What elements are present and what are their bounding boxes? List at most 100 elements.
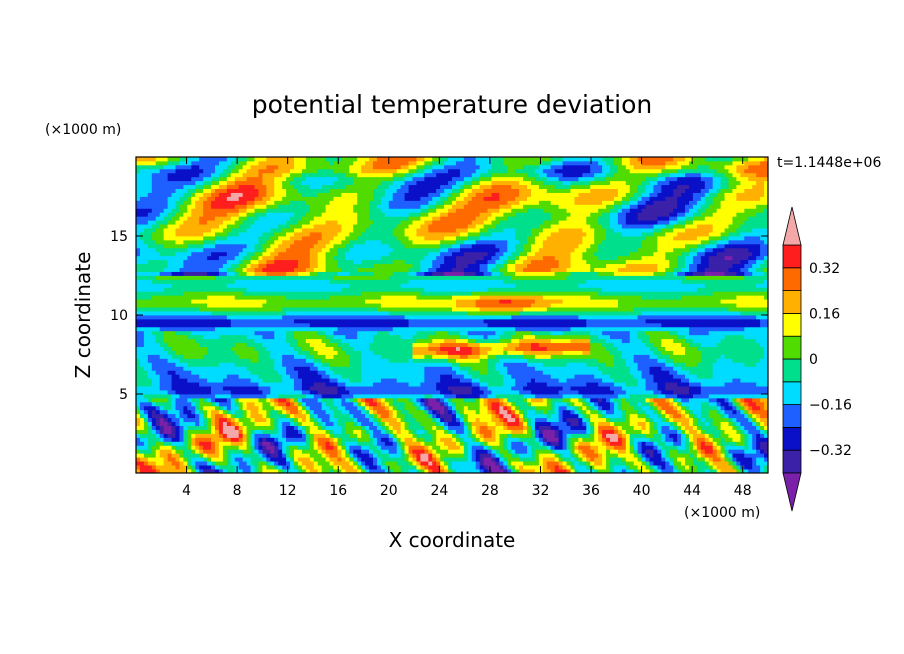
heatmap-cell bbox=[301, 461, 307, 466]
heatmap-cell bbox=[159, 390, 165, 395]
heatmap-cell bbox=[428, 350, 433, 355]
heatmap-cell bbox=[191, 358, 196, 363]
heatmap-cell bbox=[309, 433, 315, 438]
heatmap-cell bbox=[665, 429, 670, 434]
heatmap-cell bbox=[187, 401, 192, 407]
heatmap-cell bbox=[598, 441, 603, 446]
heatmap-cell bbox=[657, 370, 662, 375]
heatmap-cell bbox=[222, 394, 228, 399]
heatmap-cell bbox=[519, 469, 524, 473]
heatmap-cell bbox=[657, 358, 662, 363]
heatmap-cell bbox=[163, 382, 168, 387]
heatmap-cell bbox=[653, 421, 658, 426]
heatmap-cell bbox=[341, 413, 346, 419]
heatmap-cell bbox=[756, 433, 761, 438]
heatmap-cell bbox=[226, 394, 232, 399]
heatmap-cell bbox=[262, 386, 267, 391]
heatmap-cell bbox=[376, 378, 382, 383]
heatmap-cell bbox=[495, 354, 500, 359]
heatmap-cell bbox=[748, 374, 753, 379]
heatmap-cell bbox=[602, 409, 607, 415]
heatmap-cell bbox=[266, 457, 271, 462]
heatmap-cell bbox=[764, 465, 768, 470]
heatmap-cell bbox=[558, 397, 563, 403]
heatmap-cell bbox=[369, 374, 374, 379]
heatmap-cell bbox=[211, 413, 216, 419]
heatmap-cell bbox=[748, 421, 753, 426]
heatmap-cell bbox=[499, 354, 504, 359]
heatmap-cell bbox=[238, 366, 244, 371]
heatmap-cell bbox=[242, 386, 247, 391]
heatmap-cell bbox=[258, 397, 263, 403]
heatmap-cell bbox=[242, 401, 247, 407]
heatmap-cell bbox=[708, 390, 714, 395]
heatmap-cell bbox=[495, 386, 500, 391]
heatmap-cell bbox=[159, 441, 165, 446]
heatmap-cell bbox=[286, 465, 291, 470]
heatmap-cell bbox=[499, 390, 504, 395]
heatmap-cell bbox=[546, 350, 552, 355]
heatmap-cell bbox=[361, 465, 366, 470]
heatmap-cell bbox=[752, 405, 757, 411]
heatmap-cell bbox=[270, 394, 275, 399]
heatmap-cell bbox=[250, 366, 255, 371]
heatmap-cell bbox=[246, 421, 251, 426]
heatmap-cell bbox=[175, 461, 180, 466]
heatmap-cell bbox=[222, 350, 228, 355]
heatmap-cell bbox=[487, 453, 492, 458]
heatmap-cell bbox=[424, 421, 429, 426]
heatmap-cell bbox=[384, 461, 390, 466]
heatmap-cell bbox=[282, 433, 287, 438]
heatmap-cell bbox=[163, 421, 168, 426]
heatmap-cell bbox=[321, 409, 326, 415]
heatmap-cell bbox=[534, 370, 540, 375]
heatmap-cell bbox=[538, 437, 544, 442]
heatmap-cell bbox=[250, 457, 255, 462]
heatmap-cell bbox=[254, 390, 259, 395]
heatmap-cell bbox=[590, 453, 595, 458]
heatmap-cell bbox=[602, 433, 607, 438]
heatmap-cell bbox=[278, 437, 283, 442]
heatmap-cell bbox=[756, 457, 761, 462]
heatmap-cell bbox=[317, 449, 323, 454]
heatmap-cell bbox=[736, 413, 741, 419]
heatmap-cell bbox=[495, 409, 500, 415]
heatmap-cell bbox=[167, 457, 172, 462]
heatmap-cell bbox=[369, 429, 374, 434]
heatmap-cell bbox=[424, 453, 429, 458]
heatmap-cell bbox=[286, 397, 291, 403]
heatmap-cell bbox=[764, 469, 768, 473]
heatmap-cell bbox=[301, 445, 307, 450]
heatmap-cell bbox=[471, 461, 477, 466]
heatmap-cell bbox=[586, 374, 591, 379]
heatmap-cell bbox=[175, 409, 180, 415]
heatmap-cell bbox=[365, 433, 370, 438]
heatmap-cell bbox=[361, 405, 366, 411]
heatmap-cell bbox=[554, 350, 560, 355]
heatmap-cell bbox=[594, 425, 599, 430]
heatmap-cell bbox=[475, 350, 481, 355]
heatmap-cell bbox=[274, 469, 279, 473]
heatmap-cell bbox=[412, 374, 417, 379]
heatmap-cell bbox=[199, 401, 204, 407]
heatmap-cell bbox=[570, 394, 575, 399]
heatmap-cell bbox=[369, 358, 374, 363]
heatmap-cell bbox=[270, 354, 275, 359]
heatmap-cell bbox=[238, 382, 244, 387]
heatmap-cell bbox=[558, 362, 563, 367]
heatmap-cell bbox=[527, 378, 532, 383]
heatmap-cell bbox=[305, 405, 311, 411]
heatmap-cell bbox=[491, 465, 496, 470]
heatmap-cell bbox=[613, 401, 619, 407]
heatmap-cell bbox=[151, 374, 157, 379]
heatmap-cell bbox=[211, 457, 216, 462]
heatmap-cell bbox=[313, 390, 319, 395]
heatmap-cell bbox=[586, 401, 591, 407]
heatmap-cell bbox=[448, 386, 453, 391]
heatmap-cell bbox=[523, 397, 528, 403]
heatmap-cell bbox=[689, 382, 694, 387]
heatmap-cell bbox=[515, 382, 520, 387]
heatmap-cell bbox=[515, 449, 520, 454]
heatmap-cell bbox=[321, 382, 326, 387]
heatmap-cell bbox=[294, 449, 299, 454]
